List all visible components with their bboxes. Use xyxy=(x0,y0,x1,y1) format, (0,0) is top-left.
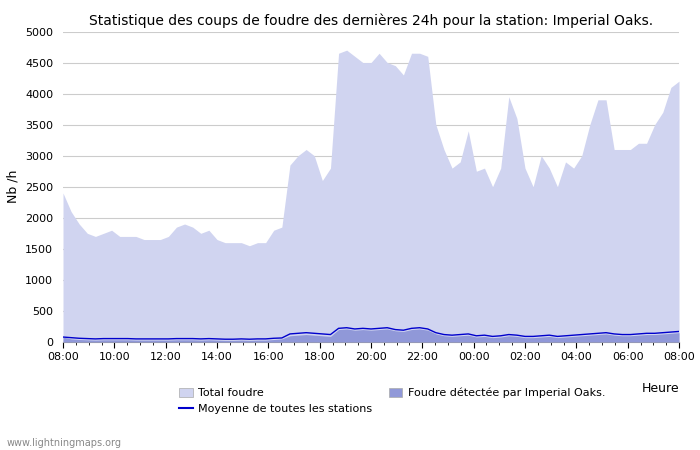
Legend: Total foudre, Moyenne de toutes les stations, Foudre détectée par Imperial Oaks.: Total foudre, Moyenne de toutes les stat… xyxy=(179,388,606,414)
Text: Heure: Heure xyxy=(641,382,679,396)
Y-axis label: Nb /h: Nb /h xyxy=(6,170,20,203)
Title: Statistique des coups de foudre des dernières 24h pour la station: Imperial Oaks: Statistique des coups de foudre des dern… xyxy=(89,13,653,27)
Text: www.lightningmaps.org: www.lightningmaps.org xyxy=(7,438,122,448)
